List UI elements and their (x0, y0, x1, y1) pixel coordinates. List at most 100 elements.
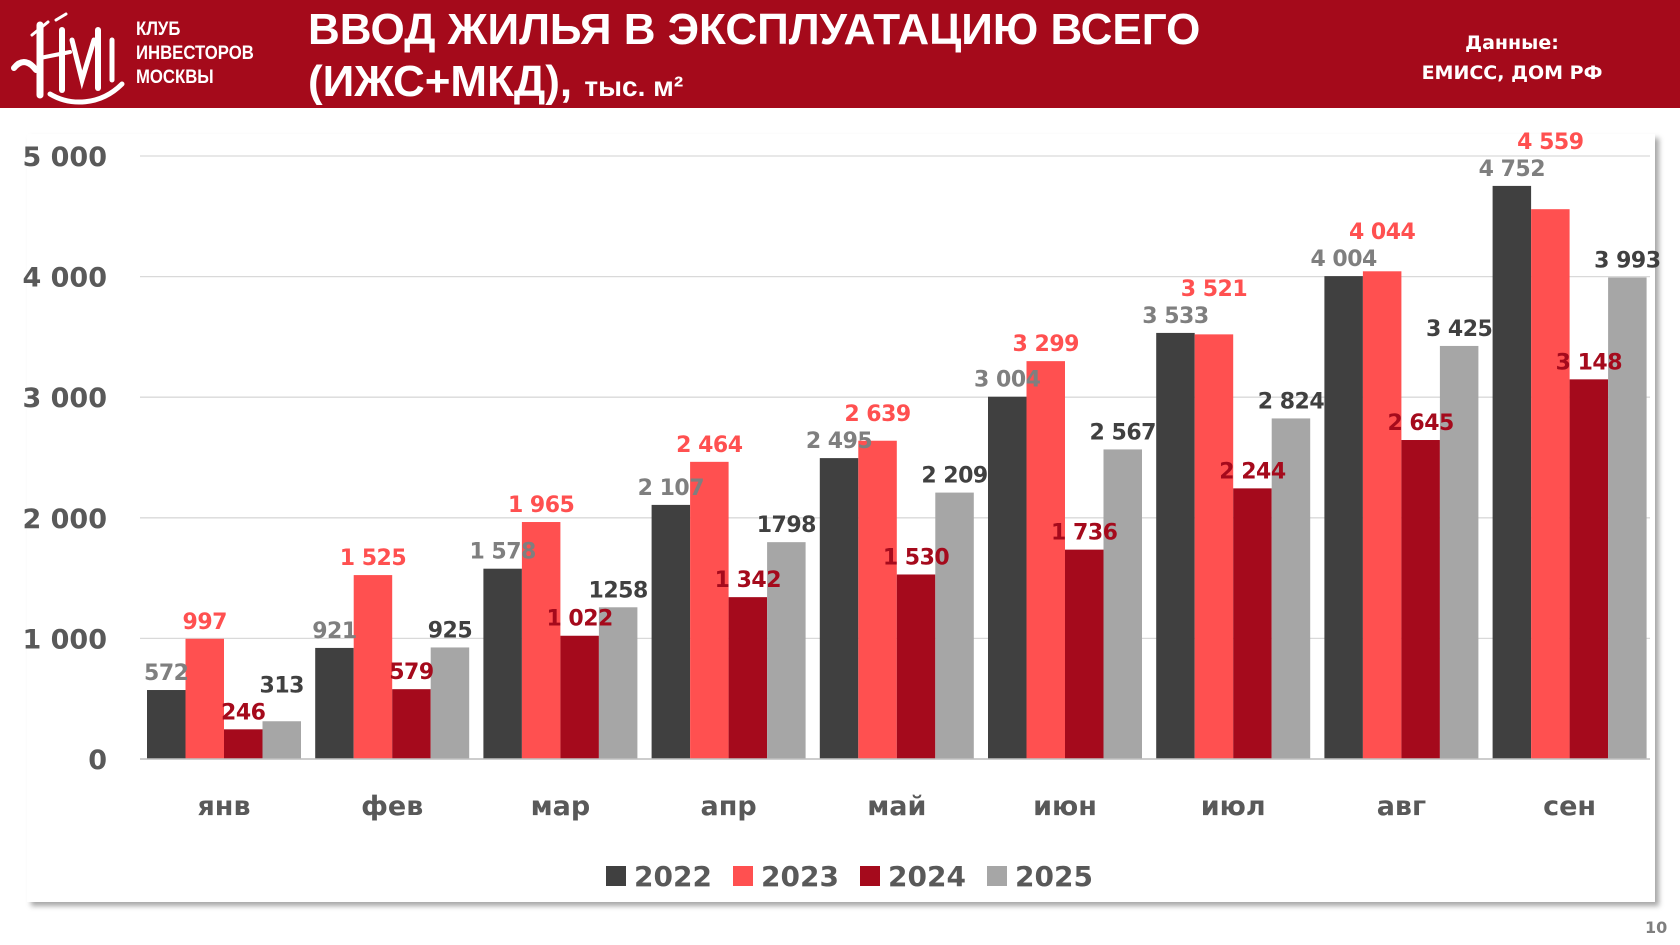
y-tick-label: 2 000 (22, 504, 107, 535)
data-label-2022: 2 495 (806, 429, 872, 454)
legend-label-2025: 2025 (1015, 860, 1093, 893)
data-label-2024: 1 022 (546, 607, 612, 632)
data-label-2023: 3 299 (1013, 332, 1079, 357)
page-title: ВВОД ЖИЛЬЯ В ЭКСПЛУАТАЦИЮ ВСЕГО (ИЖС+МКД… (308, 4, 1200, 113)
data-label-2024: 1 736 (1051, 521, 1118, 546)
y-tick-label: 4 000 (22, 263, 107, 294)
club-name-line: ИНВЕСТОРОВ (136, 43, 254, 64)
source-label: Данные: (1465, 32, 1559, 54)
data-label-2025: 925 (428, 618, 472, 643)
data-label-2023: 2 639 (844, 402, 910, 427)
bar-2024 (896, 574, 936, 759)
bar-2025 (262, 721, 301, 759)
data-label-2025: 3 425 (1426, 317, 1492, 342)
bar-2023 (690, 461, 729, 759)
club-name-line: МОСКВЫ (136, 67, 214, 88)
data-label-2024: 3 148 (1556, 350, 1622, 375)
bar-2023 (1531, 209, 1570, 760)
bar-2024 (1065, 549, 1104, 759)
data-label-2024: 1 342 (715, 568, 781, 593)
legend-swatch-2024 (860, 866, 880, 886)
data-label-2022: 4 004 (1310, 247, 1377, 272)
bar-2023 (1362, 271, 1402, 759)
source-value: ЕМИСС, ДОМ РФ (1421, 62, 1603, 84)
x-tick-label: апр (700, 791, 756, 822)
x-tick-label: мар (531, 791, 591, 822)
club-logo-icon (11, 12, 125, 105)
bar-2025 (1103, 449, 1142, 759)
bar-2024 (1401, 440, 1440, 759)
bar-2023 (1194, 334, 1234, 759)
bar-2024 (1569, 379, 1609, 759)
x-tick-label: авг (1377, 791, 1426, 822)
data-label-2025: 2 567 (1090, 420, 1156, 445)
legend-label-2023: 2023 (761, 860, 839, 893)
page-number: 10 (1645, 918, 1668, 937)
data-label-2024: 579 (389, 660, 433, 685)
legend-label-2022: 2022 (634, 860, 712, 893)
bar-2025 (598, 607, 638, 759)
data-label-2023: 1 525 (340, 546, 406, 571)
bar-2022 (315, 647, 354, 759)
data-label-2023: 2 464 (676, 433, 743, 458)
bar-2023 (1026, 361, 1065, 759)
x-tick-label: янв (197, 791, 250, 822)
data-label-2022: 572 (144, 661, 188, 686)
bar-2024 (224, 729, 263, 759)
y-tick-label: 0 (88, 745, 107, 776)
title-unit: тыс. м² (584, 71, 684, 102)
bar-2022 (1156, 332, 1195, 759)
data-label-2025: 2 209 (921, 464, 987, 489)
club-name: КЛУБ ИНВЕСТОРОВ МОСКВЫ (136, 18, 270, 90)
data-label-2023: 1 965 (508, 493, 574, 518)
bar-2025 (1271, 418, 1311, 759)
header-band: КЛУБ ИНВЕСТОРОВ МОСКВЫ ВВОД ЖИЛЬЯ В ЭКСП… (0, 0, 1680, 108)
bar-2022 (819, 458, 859, 759)
y-tick-label: 3 000 (22, 383, 107, 414)
bar-2025 (935, 492, 974, 759)
data-label-2022: 3 533 (1142, 304, 1208, 329)
bar-2022 (988, 396, 1027, 759)
club-name-line: КЛУБ (136, 19, 181, 40)
data-label-2023: 4 044 (1349, 220, 1416, 245)
bar-2022 (1492, 185, 1532, 759)
legend-swatch-2025 (987, 866, 1007, 886)
bar-2025 (430, 647, 470, 759)
x-tick-label: фев (361, 791, 423, 822)
bar-2025 (767, 542, 806, 759)
data-label-2023: 997 (183, 610, 227, 635)
data-label-2023: 4 559 (1517, 130, 1583, 155)
data-label-2025: 313 (260, 673, 304, 698)
title-line-1: ВВОД ЖИЛЬЯ В ЭКСПЛУАТАЦИЮ ВСЕГО (308, 5, 1201, 54)
data-source: Данные: ЕМИСС, ДОМ РФ (1392, 28, 1632, 88)
bar-2023 (185, 638, 224, 759)
bar-2024 (1233, 488, 1272, 759)
bar-2023 (858, 440, 897, 759)
bar-2022 (483, 568, 522, 759)
data-label-2024: 246 (221, 700, 266, 725)
data-label-2025: 1798 (757, 513, 816, 538)
data-label-2024: 2 645 (1387, 411, 1453, 436)
bar-2022 (1324, 276, 1363, 759)
x-tick-label: июн (1033, 791, 1097, 822)
data-label-2024: 1 530 (883, 545, 950, 570)
x-tick-label: сен (1543, 791, 1596, 822)
y-tick-label: 5 000 (22, 142, 107, 173)
bar-2022 (651, 504, 691, 759)
y-tick-label: 1 000 (22, 624, 107, 655)
legend-label-2024: 2024 (888, 860, 966, 893)
data-label-2022: 4 752 (1479, 157, 1545, 182)
legend-swatch-2023 (733, 866, 753, 886)
x-tick-label: май (867, 791, 926, 822)
data-label-2024: 2 244 (1219, 459, 1286, 484)
bar-2025 (1608, 277, 1647, 759)
bar-2022 (147, 690, 186, 759)
bar-2025 (1439, 345, 1479, 759)
title-line-2: (ИЖС+МКД), (308, 57, 573, 106)
bar-2024 (560, 635, 599, 759)
data-label-2025: 3 993 (1594, 248, 1660, 273)
bar-2023 (353, 575, 393, 759)
x-tick-label: июл (1201, 791, 1266, 822)
data-label-2025: 1258 (589, 578, 648, 603)
